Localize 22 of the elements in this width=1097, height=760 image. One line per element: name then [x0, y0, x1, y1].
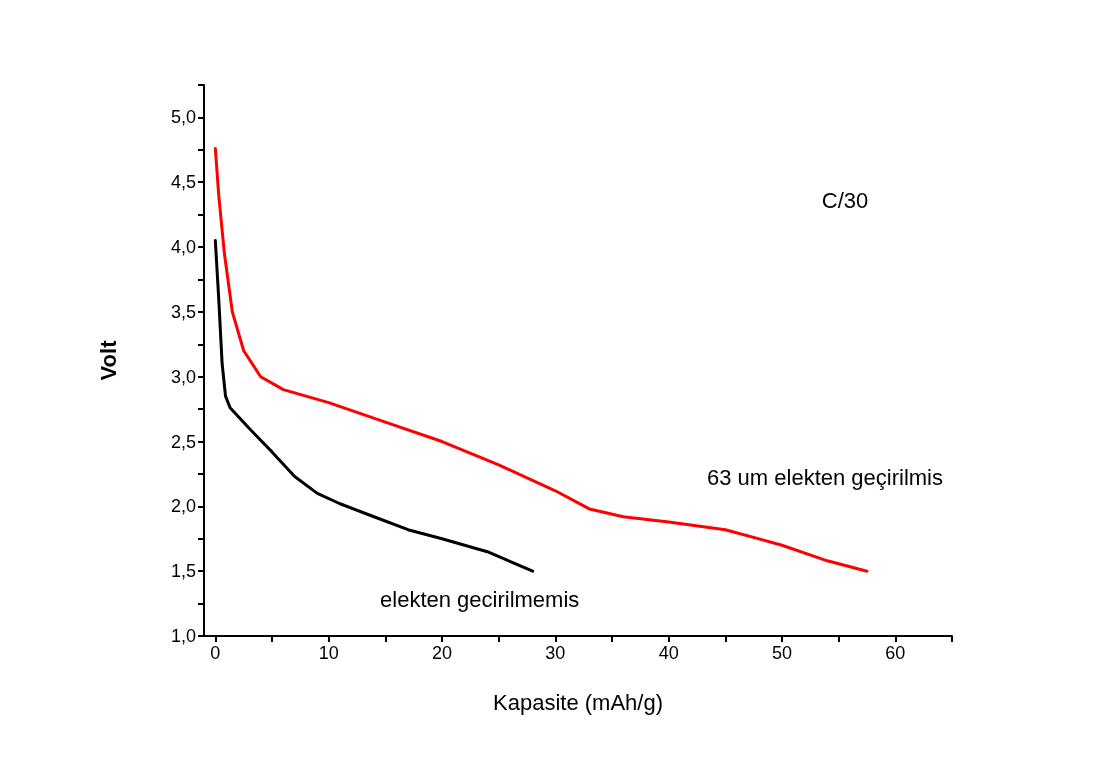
y-tick-label: 2,0 [170, 496, 196, 517]
y-tick-label: 3,5 [170, 301, 196, 322]
y-tick-label: 1,5 [170, 561, 196, 582]
x-tick-label: 40 [658, 643, 679, 663]
annotation: C/30 [821, 187, 869, 213]
x-tick-label: 10 [318, 643, 339, 663]
line-series [213, 239, 535, 573]
y-tick-label: 5,0 [170, 107, 196, 128]
x-tick-label: 60 [885, 643, 906, 663]
x-axis-title: Kapasite (mAh/g) [493, 689, 663, 715]
y-tick-label: 2,5 [170, 431, 196, 452]
y-tick-label: 3,0 [170, 366, 196, 387]
series-label: 63 um elekten geçirilmis [707, 464, 943, 490]
y-tick-label: 4,0 [170, 237, 196, 258]
y-axis-title: Volt [95, 339, 121, 381]
x-tick-label: 30 [545, 643, 566, 663]
y-tick-label: 4,5 [170, 172, 196, 193]
y-tick-label: 1,0 [170, 626, 196, 646]
x-tick-label: 0 [210, 643, 221, 663]
x-tick-label: 50 [771, 643, 793, 663]
text: elekten gecirilmemis [380, 586, 580, 612]
x-tick-label: 20 [431, 643, 453, 663]
